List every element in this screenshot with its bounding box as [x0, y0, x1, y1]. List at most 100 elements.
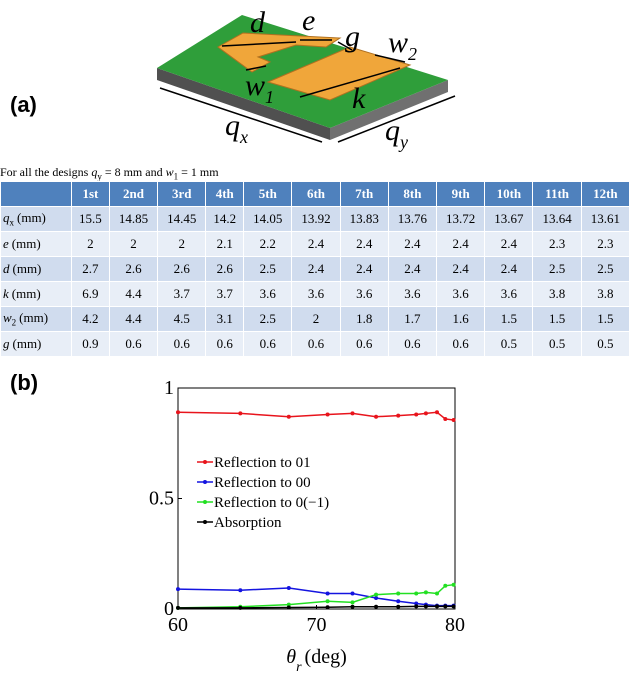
table-cell: 1.5 [485, 307, 533, 332]
table-cell: 3.6 [437, 282, 485, 307]
label-e: e [302, 4, 315, 37]
caption-part: For all the designs [0, 165, 91, 179]
label-d: d [250, 6, 266, 39]
row-label: k(mm) [1, 282, 72, 307]
table-cell: 3.6 [340, 282, 388, 307]
y-tick-label: 0.5 [149, 488, 174, 510]
page: d e g w2 w1 k qx qy (a) For all the desi… [0, 0, 630, 679]
row-unit: (mm) [17, 210, 46, 225]
data-point [435, 592, 439, 596]
table-cell: 2.3 [533, 232, 581, 257]
data-point [443, 417, 447, 421]
data-point [424, 411, 428, 415]
table-cell: 2 [292, 307, 340, 332]
row-symbol: w [3, 310, 12, 325]
column-header: 8th [388, 182, 436, 207]
table-cell: 0.6 [109, 332, 157, 357]
column-header: 6th [292, 182, 340, 207]
table-cell: 2.6 [158, 257, 206, 282]
table-cell: 1.8 [340, 307, 388, 332]
data-point [435, 410, 439, 414]
data-point [287, 586, 291, 590]
table-cell: 2.4 [292, 232, 340, 257]
table-cell: 3.1 [206, 307, 244, 332]
table-cell: 14.85 [109, 207, 157, 232]
x-label-symbol: θ [286, 646, 296, 668]
data-point [374, 593, 378, 597]
table-cell: 0.6 [340, 332, 388, 357]
table-cell: 1.5 [533, 307, 581, 332]
table-cell: 0.5 [533, 332, 581, 357]
table-cell: 2.4 [340, 257, 388, 282]
table-cell: 13.64 [533, 207, 581, 232]
table-cell: 2 [158, 232, 206, 257]
data-point [326, 592, 330, 596]
y-tick-label: 1 [164, 377, 174, 399]
table-cell: 3.8 [581, 282, 629, 307]
table-row: d(mm)2.72.62.62.62.52.42.42.42.42.42.52.… [1, 257, 630, 282]
data-point [452, 583, 456, 587]
table-cell: 3.6 [244, 282, 292, 307]
data-point [326, 599, 330, 603]
table-cell: 1.5 [581, 307, 629, 332]
table-cell: 2.4 [292, 257, 340, 282]
table-cell: 2.4 [485, 232, 533, 257]
row-symbol: k [3, 286, 9, 301]
table-cell: 3.6 [292, 282, 340, 307]
table-cell: 2.6 [206, 257, 244, 282]
series-line [178, 588, 454, 606]
data-point [238, 606, 242, 610]
table-cell: 3.8 [533, 282, 581, 307]
table-cell: 2.4 [485, 257, 533, 282]
column-header: 7th [340, 182, 388, 207]
legend-label: Reflection to 0(−1) [214, 495, 329, 511]
table-cell: 15.5 [72, 207, 110, 232]
table-cell: 4.4 [109, 307, 157, 332]
table-cell: 2.6 [109, 257, 157, 282]
data-point [452, 604, 456, 608]
data-point [414, 592, 418, 596]
column-header: 5th [244, 182, 292, 207]
caption-part: = 1 mm [178, 165, 218, 179]
structure-diagram: d e g w2 w1 k qx qy [0, 0, 630, 165]
table-cell: 3.7 [206, 282, 244, 307]
table-cell: 4.4 [109, 282, 157, 307]
data-point [238, 588, 242, 592]
column-header: 9th [437, 182, 485, 207]
row-label: g(mm) [1, 332, 72, 357]
table-cell: 2.4 [437, 232, 485, 257]
panel-label: (a) [10, 92, 37, 118]
table-cell: 2.5 [244, 257, 292, 282]
x-tick-label: 80 [445, 614, 465, 636]
x-tick-label: 60 [168, 614, 188, 636]
table-cell: 3.6 [388, 282, 436, 307]
row-symbol: d [3, 261, 10, 276]
legend-label: Reflection to 00 [214, 475, 311, 491]
table-cell: 3.7 [158, 282, 206, 307]
table-cell: 4.2 [72, 307, 110, 332]
row-label: qx(mm) [1, 207, 72, 232]
table-cell: 13.67 [485, 207, 533, 232]
row-unit: (mm) [13, 261, 42, 276]
legend-marker [203, 480, 207, 484]
row-unit: (mm) [12, 236, 41, 251]
table-cell: 13.92 [292, 207, 340, 232]
x-label-unit: (deg) [305, 646, 347, 668]
table-cell: 14.2 [206, 207, 244, 232]
caption-part: w [166, 165, 174, 179]
table-cell: 0.6 [206, 332, 244, 357]
data-point [351, 592, 355, 596]
chart: 00.51607080θr(deg)Reflection to 01Reflec… [0, 370, 630, 679]
table-cell: 6.9 [72, 282, 110, 307]
data-point [424, 604, 428, 608]
data-point [287, 605, 291, 609]
table-cell: 13.72 [437, 207, 485, 232]
corner-cell [1, 182, 72, 207]
row-unit: (mm) [13, 336, 42, 351]
label-k: k [352, 82, 366, 115]
table-cell: 13.76 [388, 207, 436, 232]
data-point [176, 606, 180, 610]
row-label: e(mm) [1, 232, 72, 257]
